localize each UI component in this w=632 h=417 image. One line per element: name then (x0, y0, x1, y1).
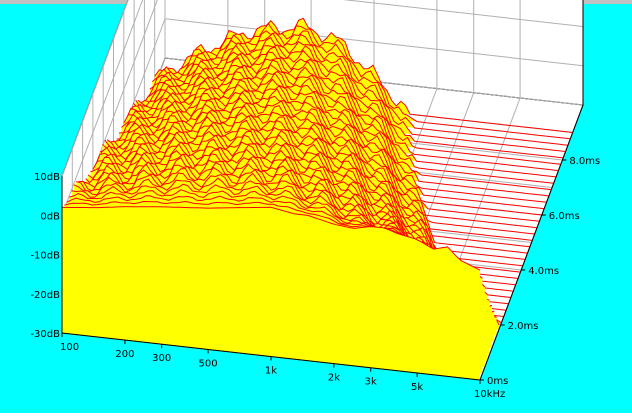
t-tick-label: 6.0ms (549, 211, 580, 222)
waterfall-slice-line (128, 70, 547, 203)
x-tick-label: 1k (265, 366, 277, 377)
t-tick-label: 4.0ms (528, 266, 559, 277)
back-grid-line (342, 0, 584, 27)
x-tick-label: 300 (152, 353, 171, 364)
waterfall-slice-line (149, 30, 568, 146)
y-tick-label: -20dB (30, 290, 60, 301)
x-tick-label: 3k (365, 377, 377, 388)
y-tick-label: -10dB (30, 251, 60, 262)
y-tick-label: 10dB (34, 172, 60, 183)
x-tick-label: 100 (60, 342, 79, 353)
x-tick-label: 2k (328, 373, 340, 384)
y-tick-label: -30dB (30, 329, 60, 340)
x-axis-labels: 100 200 300 500 1k 2k 3k 5k 10kHz (60, 333, 505, 400)
waterfall-slice-line (130, 63, 549, 197)
t-tick-label: 0ms (487, 376, 508, 387)
waterfall-slice-line (137, 51, 557, 178)
side-grid-line (61, 0, 129, 177)
waterfall-slice-line (151, 22, 571, 140)
frame-edge (479, 104, 584, 381)
side-grid-line (61, 0, 144, 216)
waterfall-slice-fill (62, 206, 480, 380)
x-tick-label: 200 (115, 349, 134, 360)
x-tick-label: 5k (411, 382, 423, 393)
time-axis-labels: 0ms 2.0ms 4.0ms 6.0ms 8.0ms (480, 156, 600, 387)
waterfall-slice-line (132, 59, 552, 191)
waterfall-slice-line (111, 102, 530, 248)
t-tick-label: 2.0ms (508, 321, 539, 332)
x-tick-label: 10kHz (474, 389, 505, 400)
waterfall-slice-line (135, 56, 554, 184)
waterfall-slice-line (116, 91, 535, 235)
x-tick-label: 500 (199, 358, 218, 369)
waterfall-slice-line (121, 83, 540, 222)
waterfall-slice-line (147, 32, 566, 152)
y-axis-labels: 10dB 0dB -10dB -20dB -30dB (30, 172, 60, 340)
waterfall-slice-line (62, 206, 481, 271)
waterfall-slice-line (114, 97, 533, 241)
t-tick-label: 8.0ms (569, 156, 600, 167)
back-grid-line (164, 18, 584, 67)
waterfall-slices (62, 17, 573, 380)
y-tick-label: 0dB (40, 211, 60, 222)
waterfall-slice-line (106, 110, 526, 260)
waterfall-slice-line (144, 37, 564, 159)
